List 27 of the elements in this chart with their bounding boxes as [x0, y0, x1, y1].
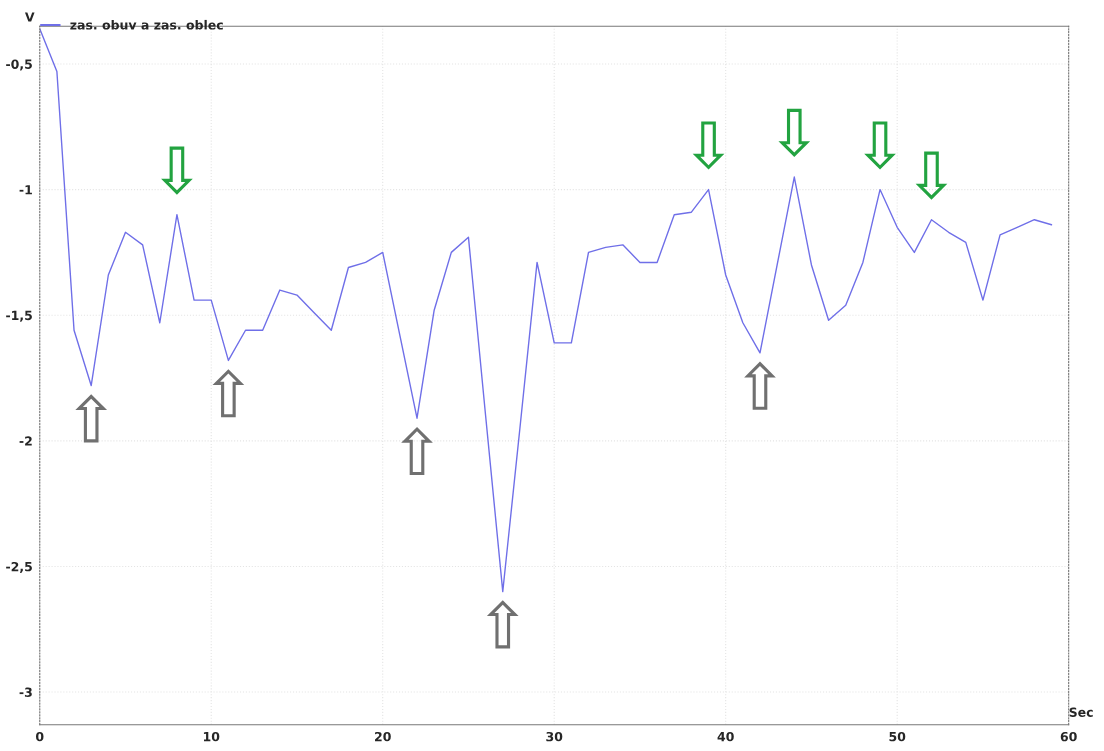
annotation: ⇧ — [212, 369, 245, 418]
y-axis-title: V — [24, 12, 35, 22]
y-tick-label: -1,5 — [6, 310, 32, 322]
annotation: ⇧ — [744, 361, 776, 410]
x-tick-label: 10 — [203, 731, 220, 742]
x-tick-label: 60 — [1060, 731, 1077, 742]
x-tick-label: 30 — [546, 731, 563, 742]
y-tick-label: -2 — [19, 436, 32, 446]
x-tick-label: 20 — [375, 731, 391, 742]
text: zas. obuv a zas. oblec — [70, 19, 223, 30]
annotation: ⇩ — [864, 121, 896, 170]
line-series — [39, 28, 1053, 593]
y-tick-label: -0,5 — [6, 59, 32, 71]
x-tick-label: 50 — [889, 731, 906, 742]
x-axis-title: Sec — [1069, 707, 1093, 717]
y-tick-label: -2,5 — [6, 561, 32, 573]
annotation: ⇩ — [692, 121, 725, 170]
y-tick-label: -1 — [19, 185, 32, 195]
annotation: ⇩ — [161, 146, 193, 195]
x-tick-label: 0 — [35, 731, 44, 742]
annotation: ⇧ — [75, 394, 108, 443]
annotation: ⇩ — [915, 151, 948, 200]
annotation: ⇧ — [486, 600, 519, 649]
x-tick-label: 40 — [717, 731, 734, 742]
y-tick-label: -3 — [19, 687, 32, 697]
annotation: ⇧ — [401, 426, 433, 476]
annotation: ⇩ — [778, 108, 811, 157]
